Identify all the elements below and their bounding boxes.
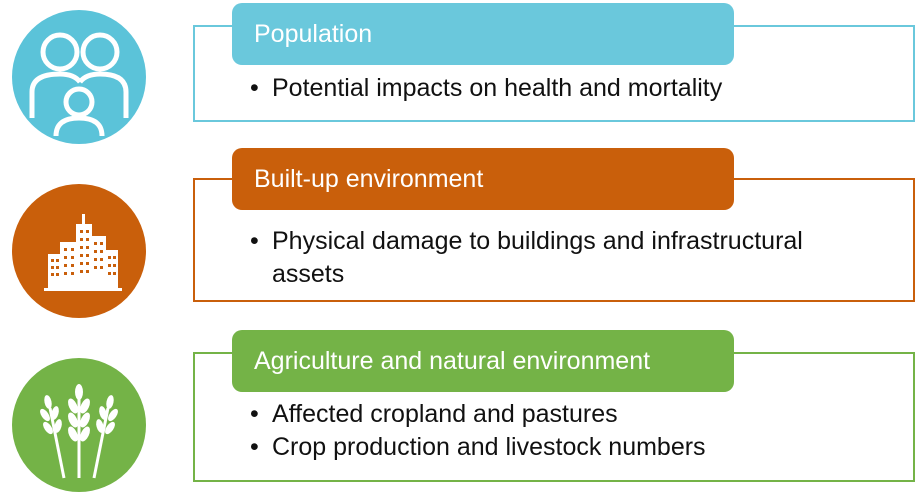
bullet-item: Potential impacts on health and mortalit… <box>250 72 722 105</box>
wheat-icon <box>12 358 146 492</box>
people-icon <box>12 10 146 144</box>
built-up-bullets: Physical damage to buildings and infrast… <box>250 225 850 291</box>
bullet-item: Physical damage to buildings and infrast… <box>250 225 850 291</box>
population-bullets: Potential impacts on health and mortalit… <box>250 72 722 105</box>
built-up-header: Built-up environment <box>232 148 734 210</box>
bullet-item: Affected cropland and pastures <box>250 398 706 431</box>
agriculture-header: Agriculture and natural environment <box>232 330 734 392</box>
buildings-icon <box>12 184 146 318</box>
population-header: Population <box>232 3 734 65</box>
agriculture-bullets: Affected cropland and pastures Crop prod… <box>250 398 706 464</box>
bullet-item: Crop production and livestock numbers <box>250 431 706 464</box>
